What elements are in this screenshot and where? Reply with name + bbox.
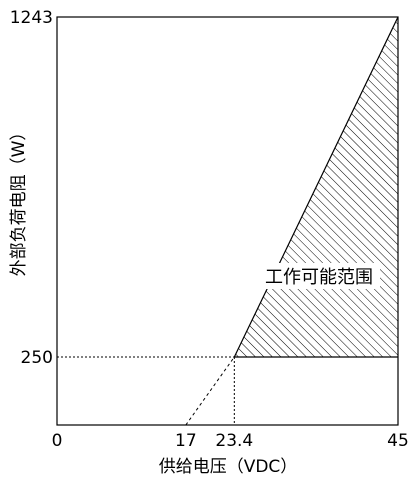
boundary-line-dashed	[185, 356, 235, 426]
x-axis-title: 供给电压（VDC）	[159, 457, 298, 477]
y-tick-labels: 250 1243	[10, 8, 53, 368]
x-tick-label: 45	[387, 431, 409, 451]
boundary-line-solid	[233, 16, 399, 358]
region-label-background	[258, 263, 380, 289]
x-tick-label: 23.4	[215, 431, 253, 451]
y-axis-title: 外部负荷电阻（W）	[9, 124, 29, 277]
y-tick-label: 1243	[10, 8, 53, 28]
x-tick-labels: 0 17 23.4 45	[52, 431, 409, 451]
y-tick-label: 250	[21, 348, 53, 368]
x-tick-label: 0	[52, 431, 63, 451]
x-tick-label: 17	[175, 431, 197, 451]
region-label: 工作可能范围	[265, 267, 373, 288]
